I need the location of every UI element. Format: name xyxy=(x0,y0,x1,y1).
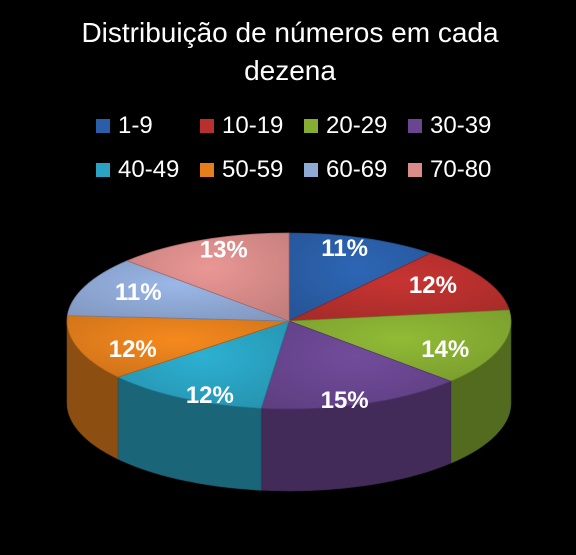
pie-slice xyxy=(288,232,432,322)
legend-item: 30-39 xyxy=(408,112,512,140)
legend-row: 1-9 10-19 20-29 30-39 xyxy=(96,104,526,148)
slice-percent-label: 12% xyxy=(409,272,457,299)
pie-tops xyxy=(66,232,512,410)
legend-label: 20-29 xyxy=(326,112,388,139)
legend-swatch xyxy=(200,163,214,177)
legend-label: 10-19 xyxy=(222,112,284,139)
pie-slice xyxy=(126,232,290,322)
slice-percent-label: 15% xyxy=(321,387,369,414)
legend-item: 40-49 xyxy=(96,156,200,184)
legend-item: 70-80 xyxy=(408,156,512,184)
legend-swatch xyxy=(200,119,214,133)
pie-slice xyxy=(260,320,452,410)
legend-item: 60-69 xyxy=(304,156,408,184)
legend-swatch xyxy=(304,119,318,133)
legend-label: 1-9 xyxy=(118,112,153,139)
legend-swatch xyxy=(96,119,110,133)
pie-slice xyxy=(66,260,290,322)
legend-item: 20-29 xyxy=(304,112,408,140)
slice-percent-label: 14% xyxy=(421,336,469,363)
legend-item: 50-59 xyxy=(200,156,304,184)
legend: 1-9 10-19 20-29 30-39 40-49 50-59 60-69 xyxy=(96,104,526,192)
pie-slice xyxy=(66,315,290,378)
pie-slice xyxy=(116,320,290,409)
slice-percent-label: 11% xyxy=(321,235,368,262)
legend-label: 50-59 xyxy=(222,156,284,183)
slice-percent-label: 12% xyxy=(186,382,234,409)
legend-swatch xyxy=(96,163,110,177)
slice-percent-label: 12% xyxy=(109,336,157,363)
slice-percent-label: 11% xyxy=(115,279,162,306)
legend-label: 60-69 xyxy=(326,156,388,183)
legend-item: 1-9 xyxy=(96,112,200,140)
legend-label: 40-49 xyxy=(118,156,180,183)
legend-label: 30-39 xyxy=(430,112,492,139)
legend-label: 70-80 xyxy=(430,156,492,183)
legend-swatch xyxy=(408,119,422,133)
chart-title: Distribuição de números em cada dezena xyxy=(81,17,499,86)
legend-item: 10-19 xyxy=(200,112,304,140)
pie-slice xyxy=(288,252,510,322)
pie-labels: 11% 12% 14% 15% 12% 12% 11% 13% xyxy=(109,235,470,414)
pie-slice xyxy=(288,309,512,382)
legend-row: 40-49 50-59 60-69 70-80 xyxy=(96,148,526,192)
slice-percent-label: 13% xyxy=(200,237,248,264)
legend-swatch xyxy=(304,163,318,177)
legend-swatch xyxy=(408,163,422,177)
